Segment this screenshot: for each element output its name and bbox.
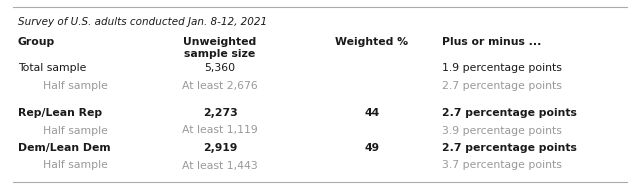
Text: 2,919: 2,919: [203, 143, 237, 153]
Text: 5,360: 5,360: [204, 63, 236, 73]
Text: Total sample: Total sample: [18, 63, 86, 73]
Text: Half sample: Half sample: [43, 125, 108, 136]
Text: 2.7 percentage points: 2.7 percentage points: [442, 108, 577, 118]
Text: Half sample: Half sample: [43, 80, 108, 91]
Text: 2.7 percentage points: 2.7 percentage points: [442, 143, 577, 153]
Text: Half sample: Half sample: [43, 160, 108, 171]
Text: Dem/Lean Dem: Dem/Lean Dem: [18, 143, 111, 153]
Text: Rep/Lean Rep: Rep/Lean Rep: [18, 108, 102, 118]
Text: 3.7 percentage points: 3.7 percentage points: [442, 160, 562, 171]
Text: Survey of U.S. adults conducted Jan. 8-12, 2021: Survey of U.S. adults conducted Jan. 8-1…: [18, 17, 267, 27]
Text: 3.9 percentage points: 3.9 percentage points: [442, 125, 562, 136]
Text: At least 2,676: At least 2,676: [182, 80, 258, 91]
Text: At least 1,119: At least 1,119: [182, 125, 258, 136]
Text: Group: Group: [18, 37, 55, 47]
Text: 2.7 percentage points: 2.7 percentage points: [442, 80, 562, 91]
Text: 2,273: 2,273: [203, 108, 237, 118]
Text: Plus or minus ...: Plus or minus ...: [442, 37, 541, 47]
Text: Unweighted
sample size: Unweighted sample size: [184, 37, 257, 59]
Text: 44: 44: [364, 108, 380, 118]
Text: Weighted %: Weighted %: [335, 37, 408, 47]
Text: 49: 49: [364, 143, 380, 153]
Text: 1.9 percentage points: 1.9 percentage points: [442, 63, 562, 73]
Text: At least 1,443: At least 1,443: [182, 160, 258, 171]
